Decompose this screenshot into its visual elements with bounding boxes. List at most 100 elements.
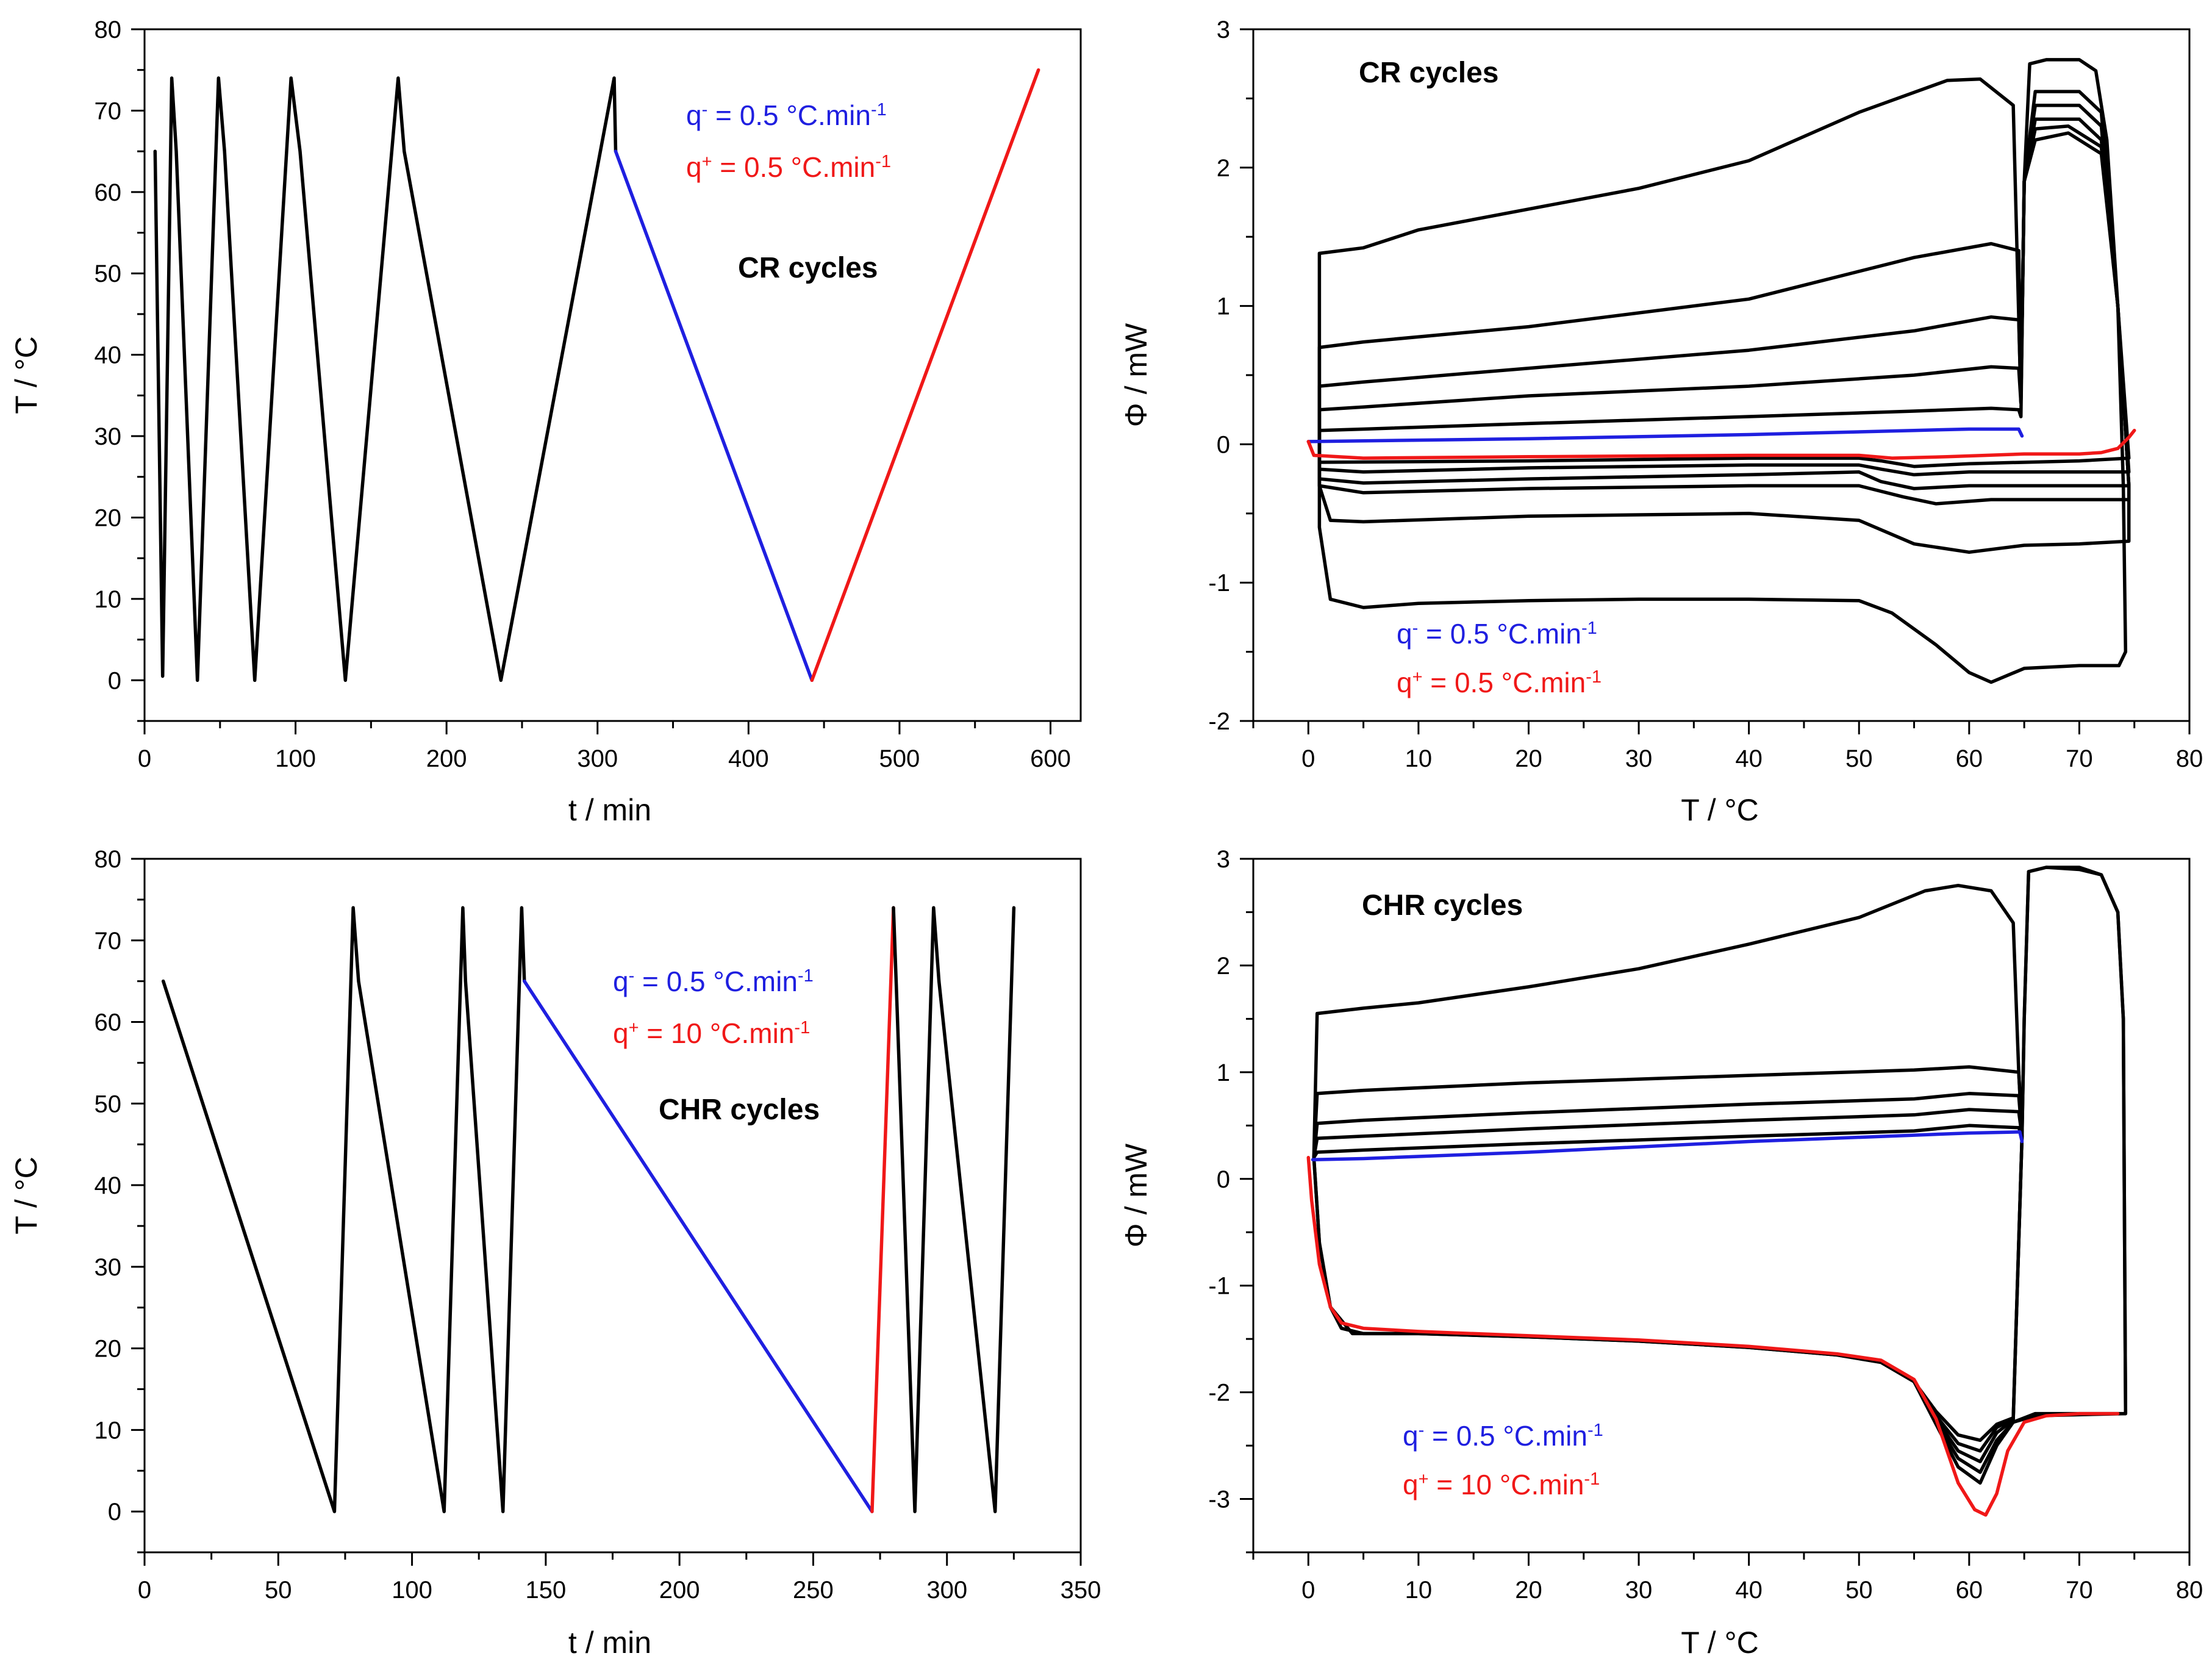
series-line xyxy=(810,68,1040,683)
y-tick-label: 3 xyxy=(1217,16,1230,43)
x-axis-title: t / min xyxy=(568,1626,651,1660)
y-tick-label: 60 xyxy=(95,1009,122,1036)
plot-frame xyxy=(143,28,1082,722)
y-axis-title: Φ / mW xyxy=(1119,323,1153,427)
y-tick-label: 50 xyxy=(95,260,122,287)
x-tick-label: 50 xyxy=(1845,1577,1873,1604)
y-tick-label: 70 xyxy=(95,98,122,124)
y-tick-label: -1 xyxy=(1208,570,1230,597)
x-tick-label: 10 xyxy=(1405,1577,1433,1604)
series-line xyxy=(892,906,1016,1513)
x-tick-label: 150 xyxy=(525,1577,566,1604)
x-tick-label: 100 xyxy=(392,1577,432,1604)
x-axis-title: T / °C xyxy=(1681,1626,1758,1660)
cycle-label: CR cycles xyxy=(738,252,878,284)
y-tick-label: 80 xyxy=(95,846,122,873)
x-tick-label: 200 xyxy=(426,745,467,772)
x-tick-label: 600 xyxy=(1030,745,1071,772)
x-tick-label: 30 xyxy=(1625,745,1653,772)
series-line xyxy=(523,979,874,1513)
x-tick-label: 20 xyxy=(1515,1577,1542,1604)
y-tick-label: 30 xyxy=(95,423,122,450)
rate-annotation: q+ = 0.5 °C.min-1 xyxy=(686,151,891,183)
chart-panel-top-right: 0 10 20 30 40 50 60 70 80 -2 -1 0 1 2 3 T / °C Φ / mW CR … xyxy=(1119,16,2203,827)
y-tick-label: -2 xyxy=(1208,708,1230,735)
y-axis-title: Φ / mW xyxy=(1119,1143,1153,1247)
y-tick-label: 0 xyxy=(1217,1166,1230,1193)
y-tick-label: 0 xyxy=(108,1499,121,1525)
x-tick-label: 0 xyxy=(1301,1577,1315,1604)
y-tick-label: 50 xyxy=(95,1091,122,1117)
x-tick-label: 70 xyxy=(2066,745,2093,772)
y-tick-label: -2 xyxy=(1208,1380,1230,1407)
cycle-label: CHR cycles xyxy=(1362,889,1523,922)
x-tick-label: 300 xyxy=(577,745,618,772)
x-tick-label: 500 xyxy=(879,745,920,772)
y-tick-label: 60 xyxy=(95,179,122,206)
series-line xyxy=(1317,117,2131,490)
x-tick-label: 200 xyxy=(659,1577,700,1604)
x-tick-label: 80 xyxy=(2176,745,2203,772)
x-tick-label: 70 xyxy=(2066,1577,2093,1604)
x-tick-label: 400 xyxy=(728,745,769,772)
x-axis-title: T / °C xyxy=(1681,793,1758,827)
chart-panel-bottom-left: 0 50 100 150 200 250 300 350 0 10 20 30 40 50 60 70 80 t … xyxy=(9,846,1101,1660)
y-tick-label: 20 xyxy=(95,1336,122,1363)
series-line xyxy=(153,76,618,683)
series-line xyxy=(1312,1124,2024,1443)
series-line xyxy=(1311,1130,2024,1162)
y-tick-label: 0 xyxy=(108,667,121,694)
y-tick-label: 2 xyxy=(1217,953,1230,980)
rate-annotation: q- = 0.5 °C.min-1 xyxy=(613,966,814,997)
series-line xyxy=(1312,1108,2024,1453)
y-tick-label: 20 xyxy=(95,504,122,531)
x-tick-label: 50 xyxy=(265,1577,292,1604)
x-tick-label: 20 xyxy=(1515,745,1542,772)
rate-annotation: q- = 0.5 °C.min-1 xyxy=(1403,1420,1603,1452)
y-tick-label: 2 xyxy=(1217,155,1230,182)
x-tick-label: 50 xyxy=(1845,745,1873,772)
series-line xyxy=(1312,1092,2024,1464)
x-tick-label: 10 xyxy=(1405,745,1433,772)
x-tick-label: 0 xyxy=(138,1577,151,1604)
x-tick-label: 60 xyxy=(1956,1577,1983,1604)
series-line xyxy=(1306,1156,2120,1517)
x-tick-label: 80 xyxy=(2176,1577,2203,1604)
y-tick-label: -3 xyxy=(1208,1486,1230,1513)
x-tick-label: 250 xyxy=(793,1577,834,1604)
y-tick-label: 80 xyxy=(95,16,122,43)
series-line xyxy=(1317,131,2131,468)
series-line xyxy=(161,906,526,1513)
x-axis-title: t / min xyxy=(568,793,651,827)
x-tick-label: 40 xyxy=(1735,1577,1763,1604)
x-tick-label: 30 xyxy=(1625,1577,1653,1604)
plot-frame xyxy=(1252,858,2191,1554)
y-tick-label: 10 xyxy=(95,1417,122,1444)
series-line xyxy=(1306,427,2024,443)
y-tick-label: 1 xyxy=(1217,293,1230,320)
rate-annotation: q+ = 0.5 °C.min-1 xyxy=(1397,667,1602,698)
x-tick-label: 300 xyxy=(926,1577,967,1604)
x-tick-label: 0 xyxy=(138,745,151,772)
x-tick-label: 60 xyxy=(1956,745,1983,772)
x-tick-label: 40 xyxy=(1735,745,1763,772)
series-line xyxy=(1317,124,2131,477)
y-tick-label: 70 xyxy=(95,928,122,955)
cycle-label: CHR cycles xyxy=(659,1094,820,1126)
x-tick-label: 0 xyxy=(1301,745,1315,772)
rate-annotation: q- = 0.5 °C.min-1 xyxy=(1397,618,1597,650)
y-tick-label: 0 xyxy=(1217,431,1230,458)
y-tick-label: -1 xyxy=(1208,1273,1230,1300)
chart-panel-top-left: 0 100 200 300 400 500 600 0 10 20 30 40 50 60 70 80 t / … xyxy=(9,16,1082,827)
y-axis-title: T / °C xyxy=(9,1156,43,1234)
y-axis-title: T / °C xyxy=(9,336,43,414)
chart-panel-bottom-right: 0 10 20 30 40 50 60 70 80 -3 -2 -1 0 1 2 3 T / °C Φ / mW C… xyxy=(1119,846,2203,1660)
y-tick-label: 30 xyxy=(95,1254,122,1281)
y-tick-label: 1 xyxy=(1217,1059,1230,1086)
x-tick-label: 100 xyxy=(275,745,316,772)
x-tick-label: 350 xyxy=(1061,1577,1101,1604)
cycle-label: CR cycles xyxy=(1359,57,1498,89)
rate-annotation: q+ = 10 °C.min-1 xyxy=(613,1017,810,1049)
series-line xyxy=(1306,428,2136,460)
